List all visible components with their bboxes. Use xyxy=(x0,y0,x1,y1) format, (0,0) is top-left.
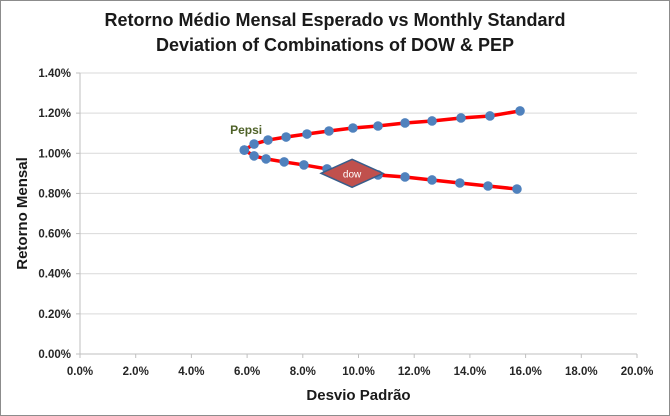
y-tick-label: 0.00% xyxy=(38,349,71,361)
data-point xyxy=(279,157,289,167)
dow-label: dow xyxy=(343,169,362,180)
data-point xyxy=(456,113,466,123)
y-tick-label: 0.40% xyxy=(38,269,71,281)
y-tick-label: 1.20% xyxy=(38,108,71,120)
y-tick-label: 1.00% xyxy=(38,148,71,160)
data-point xyxy=(427,116,437,126)
y-tick-label: 0.60% xyxy=(38,229,71,241)
data-point xyxy=(249,139,259,149)
data-point xyxy=(512,184,522,194)
x-tick-label: 12.0% xyxy=(398,366,431,378)
data-point xyxy=(427,175,437,185)
chart-title-line1: Retorno Médio Mensal Esperado vs Monthly… xyxy=(104,10,566,30)
data-point xyxy=(302,129,312,139)
dow-diamond xyxy=(319,158,385,189)
data-point xyxy=(485,111,495,121)
x-tick-label: 6.0% xyxy=(234,366,260,378)
data-point xyxy=(263,135,273,145)
x-tick-label: 16.0% xyxy=(509,366,542,378)
data-point xyxy=(324,126,334,136)
pepsi-label: Pepsi xyxy=(230,123,262,137)
data-point xyxy=(281,132,291,142)
x-tick-label: 0.0% xyxy=(67,366,93,378)
x-tick-label: 18.0% xyxy=(565,366,598,378)
x-tick-label: 20.0% xyxy=(621,366,654,378)
y-tick-label: 1.40% xyxy=(38,68,71,80)
data-point xyxy=(348,123,358,133)
data-point xyxy=(455,178,465,188)
data-point xyxy=(515,106,525,116)
x-tick-label: 10.0% xyxy=(342,366,375,378)
data-point xyxy=(373,121,383,131)
series-line-2 xyxy=(243,148,518,191)
x-tick-label: 8.0% xyxy=(290,366,316,378)
y-tick-label: 0.20% xyxy=(38,309,71,321)
data-point xyxy=(299,160,309,170)
x-tick-label: 14.0% xyxy=(454,366,487,378)
data-point xyxy=(261,154,271,164)
x-axis-label: Desvio Padrão xyxy=(306,387,410,404)
x-tick-label: 2.0% xyxy=(123,366,149,378)
data-point xyxy=(400,118,410,128)
data-point xyxy=(249,151,259,161)
y-tick-label: 0.80% xyxy=(38,188,71,200)
data-point xyxy=(400,172,410,182)
x-tick-label: 4.0% xyxy=(178,366,204,378)
chart-title-line2: Deviation of Combinations of DOW & PEP xyxy=(155,35,514,55)
y-axis-label: Retorno Mensal xyxy=(14,157,31,270)
series-line-1 xyxy=(243,109,521,152)
data-point xyxy=(483,181,493,191)
data-point xyxy=(239,145,250,155)
